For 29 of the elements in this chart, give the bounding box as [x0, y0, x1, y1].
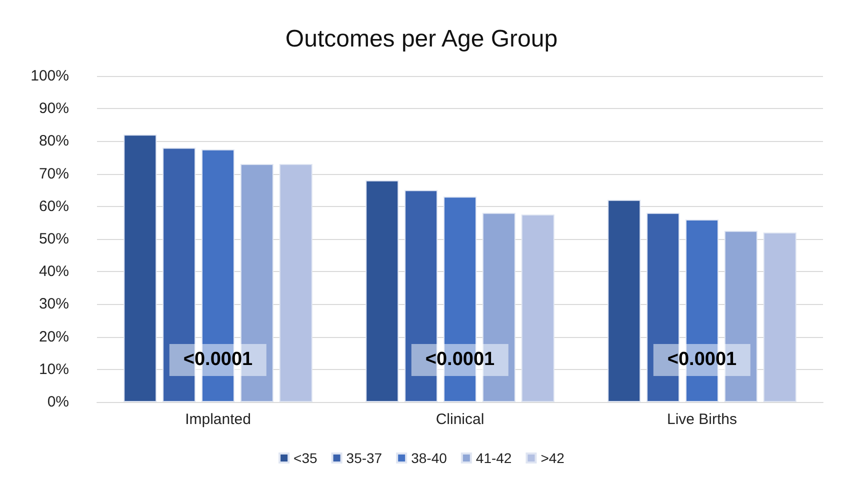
y-tick-label: 70% [38, 165, 69, 182]
chart-title: Outcomes per Age Group [285, 26, 558, 52]
y-tick-label: 20% [38, 328, 69, 346]
annotation: <0.0001 [653, 344, 751, 376]
x-tick-label: Clinical [436, 411, 484, 428]
x-tick-label: Live Births [666, 411, 738, 428]
y-tick-label: 50% [38, 230, 69, 248]
x-tick-label: Implanted [185, 411, 251, 428]
bar [763, 232, 796, 402]
y-tick-label: 0% [47, 394, 69, 410]
y-tick-label: 60% [38, 198, 69, 215]
annotation: <0.0001 [169, 344, 267, 376]
legend-label: 35-37 [346, 450, 382, 466]
y-tick-label: 80% [38, 132, 69, 150]
bar [521, 214, 554, 402]
legend-label: 41-42 [476, 450, 512, 466]
bar [279, 164, 312, 402]
legend-label: <35 [294, 450, 318, 466]
bar [366, 180, 399, 402]
bar [124, 134, 157, 402]
y-tick-label: 40% [38, 263, 69, 280]
y-tick-label: 90% [38, 100, 69, 118]
y-tick-label: 10% [38, 360, 69, 378]
bar [608, 200, 641, 402]
annotation: <0.0001 [411, 344, 509, 376]
y-tick-label: 100% [30, 68, 69, 84]
y-tick-label: 30% [38, 296, 69, 313]
legend-label: >42 [540, 450, 565, 466]
legend-label: 38-40 [411, 450, 448, 466]
